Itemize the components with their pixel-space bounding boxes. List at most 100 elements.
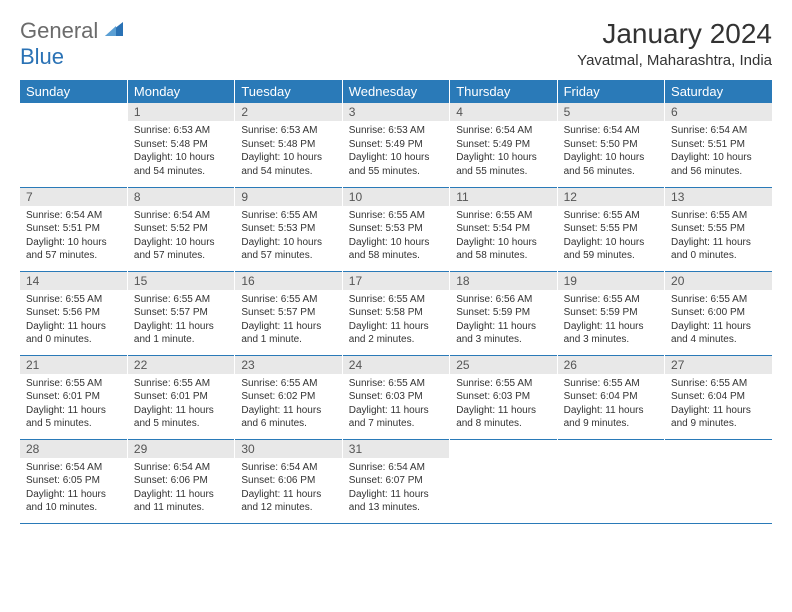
day-number: 10 (343, 188, 449, 206)
day-number: 22 (128, 356, 234, 374)
daylight-line: Daylight: 10 hours and 58 minutes. (349, 236, 443, 263)
header: General Blue January 2024 Yavatmal, Maha… (20, 18, 772, 70)
sunrise-line: Sunrise: 6:55 AM (349, 209, 443, 223)
calendar-week-row: 14Sunrise: 6:55 AMSunset: 5:56 PMDayligh… (20, 271, 772, 355)
daylight-line: Daylight: 11 hours and 9 minutes. (564, 404, 658, 431)
sunrise-line: Sunrise: 6:53 AM (134, 124, 228, 138)
day-content: Sunrise: 6:55 AMSunset: 5:54 PMDaylight:… (450, 206, 556, 266)
sunrise-line: Sunrise: 6:55 AM (671, 377, 766, 391)
sunset-line: Sunset: 5:57 PM (241, 306, 335, 320)
sunrise-line: Sunrise: 6:55 AM (456, 377, 550, 391)
calendar-day-cell: 14Sunrise: 6:55 AMSunset: 5:56 PMDayligh… (20, 271, 127, 355)
sunrise-line: Sunrise: 6:54 AM (456, 124, 550, 138)
calendar-day-cell (557, 439, 664, 523)
calendar-day-cell: 7Sunrise: 6:54 AMSunset: 5:51 PMDaylight… (20, 187, 127, 271)
daylight-line: Daylight: 10 hours and 57 minutes. (134, 236, 228, 263)
calendar-day-cell: 2Sunrise: 6:53 AMSunset: 5:48 PMDaylight… (235, 103, 342, 187)
sunrise-line: Sunrise: 6:54 AM (134, 209, 228, 223)
day-number: 7 (20, 188, 127, 206)
daylight-line: Daylight: 11 hours and 12 minutes. (241, 488, 335, 515)
day-number: 12 (558, 188, 664, 206)
day-content: Sunrise: 6:55 AMSunset: 5:59 PMDaylight:… (558, 290, 664, 350)
day-number: 8 (128, 188, 234, 206)
calendar-day-cell: 22Sunrise: 6:55 AMSunset: 6:01 PMDayligh… (127, 355, 234, 439)
day-number: 29 (128, 440, 234, 458)
sunrise-line: Sunrise: 6:55 AM (564, 377, 658, 391)
sunset-line: Sunset: 6:05 PM (26, 474, 121, 488)
weekday-header: Friday (557, 80, 664, 103)
sunset-line: Sunset: 5:51 PM (26, 222, 121, 236)
calendar-day-cell: 3Sunrise: 6:53 AMSunset: 5:49 PMDaylight… (342, 103, 449, 187)
sunrise-line: Sunrise: 6:55 AM (456, 209, 550, 223)
day-number: 1 (128, 103, 234, 121)
sunrise-line: Sunrise: 6:54 AM (349, 461, 443, 475)
day-number: 17 (343, 272, 449, 290)
weekday-header: Tuesday (235, 80, 342, 103)
calendar-week-row: 21Sunrise: 6:55 AMSunset: 6:01 PMDayligh… (20, 355, 772, 439)
calendar-day-cell: 16Sunrise: 6:55 AMSunset: 5:57 PMDayligh… (235, 271, 342, 355)
daylight-line: Daylight: 11 hours and 10 minutes. (26, 488, 121, 515)
daylight-line: Daylight: 11 hours and 9 minutes. (671, 404, 766, 431)
sunset-line: Sunset: 5:49 PM (456, 138, 550, 152)
sunrise-line: Sunrise: 6:55 AM (564, 293, 658, 307)
day-number: 15 (128, 272, 234, 290)
daylight-line: Daylight: 11 hours and 13 minutes. (349, 488, 443, 515)
sunrise-line: Sunrise: 6:55 AM (134, 377, 228, 391)
sunset-line: Sunset: 5:48 PM (134, 138, 228, 152)
calendar-day-cell: 4Sunrise: 6:54 AMSunset: 5:49 PMDaylight… (450, 103, 557, 187)
daylight-line: Daylight: 11 hours and 11 minutes. (134, 488, 228, 515)
sunset-line: Sunset: 6:06 PM (241, 474, 335, 488)
day-content: Sunrise: 6:55 AMSunset: 6:04 PMDaylight:… (558, 374, 664, 434)
day-number: 28 (20, 440, 127, 458)
calendar-day-cell: 23Sunrise: 6:55 AMSunset: 6:02 PMDayligh… (235, 355, 342, 439)
daylight-line: Daylight: 11 hours and 6 minutes. (241, 404, 335, 431)
sunrise-line: Sunrise: 6:56 AM (456, 293, 550, 307)
logo-text-b: Blue (20, 44, 64, 69)
day-content: Sunrise: 6:55 AMSunset: 5:56 PMDaylight:… (20, 290, 127, 350)
day-content: Sunrise: 6:55 AMSunset: 5:57 PMDaylight:… (128, 290, 234, 350)
sunrise-line: Sunrise: 6:55 AM (26, 293, 121, 307)
daylight-line: Daylight: 11 hours and 3 minutes. (456, 320, 550, 347)
sunrise-line: Sunrise: 6:55 AM (26, 377, 121, 391)
daylight-line: Daylight: 11 hours and 0 minutes. (26, 320, 121, 347)
weekday-header: Monday (127, 80, 234, 103)
sunset-line: Sunset: 5:58 PM (349, 306, 443, 320)
calendar-day-cell (665, 439, 772, 523)
calendar-week-row: 1Sunrise: 6:53 AMSunset: 5:48 PMDaylight… (20, 103, 772, 187)
sunset-line: Sunset: 5:48 PM (241, 138, 335, 152)
day-content: Sunrise: 6:55 AMSunset: 5:57 PMDaylight:… (235, 290, 341, 350)
logo-sail-icon (105, 18, 125, 44)
day-content: Sunrise: 6:53 AMSunset: 5:48 PMDaylight:… (128, 121, 234, 181)
weekday-header: Saturday (665, 80, 772, 103)
day-number: 6 (665, 103, 772, 121)
daylight-line: Daylight: 10 hours and 55 minutes. (349, 151, 443, 178)
day-number: 14 (20, 272, 127, 290)
calendar-day-cell: 20Sunrise: 6:55 AMSunset: 6:00 PMDayligh… (665, 271, 772, 355)
calendar-day-cell: 25Sunrise: 6:55 AMSunset: 6:03 PMDayligh… (450, 355, 557, 439)
title-block: January 2024 Yavatmal, Maharashtra, Indi… (577, 18, 772, 69)
daylight-line: Daylight: 10 hours and 59 minutes. (564, 236, 658, 263)
weekday-header: Wednesday (342, 80, 449, 103)
logo-text-a: General (20, 18, 98, 43)
calendar-day-cell: 13Sunrise: 6:55 AMSunset: 5:55 PMDayligh… (665, 187, 772, 271)
day-content: Sunrise: 6:56 AMSunset: 5:59 PMDaylight:… (450, 290, 556, 350)
calendar-day-cell: 11Sunrise: 6:55 AMSunset: 5:54 PMDayligh… (450, 187, 557, 271)
day-content: Sunrise: 6:54 AMSunset: 5:51 PMDaylight:… (20, 206, 127, 266)
day-number: 16 (235, 272, 341, 290)
day-content: Sunrise: 6:53 AMSunset: 5:49 PMDaylight:… (343, 121, 449, 181)
sunset-line: Sunset: 6:03 PM (349, 390, 443, 404)
day-number: 4 (450, 103, 556, 121)
sunset-line: Sunset: 6:02 PM (241, 390, 335, 404)
daylight-line: Daylight: 10 hours and 54 minutes. (134, 151, 228, 178)
month-title: January 2024 (577, 18, 772, 50)
daylight-line: Daylight: 10 hours and 56 minutes. (671, 151, 766, 178)
sunset-line: Sunset: 5:53 PM (349, 222, 443, 236)
sunrise-line: Sunrise: 6:54 AM (26, 209, 121, 223)
sunrise-line: Sunrise: 6:55 AM (671, 209, 766, 223)
day-number: 3 (343, 103, 449, 121)
calendar-day-cell: 5Sunrise: 6:54 AMSunset: 5:50 PMDaylight… (557, 103, 664, 187)
sunrise-line: Sunrise: 6:55 AM (241, 293, 335, 307)
calendar-day-cell: 6Sunrise: 6:54 AMSunset: 5:51 PMDaylight… (665, 103, 772, 187)
daylight-line: Daylight: 10 hours and 57 minutes. (26, 236, 121, 263)
day-number: 30 (235, 440, 341, 458)
